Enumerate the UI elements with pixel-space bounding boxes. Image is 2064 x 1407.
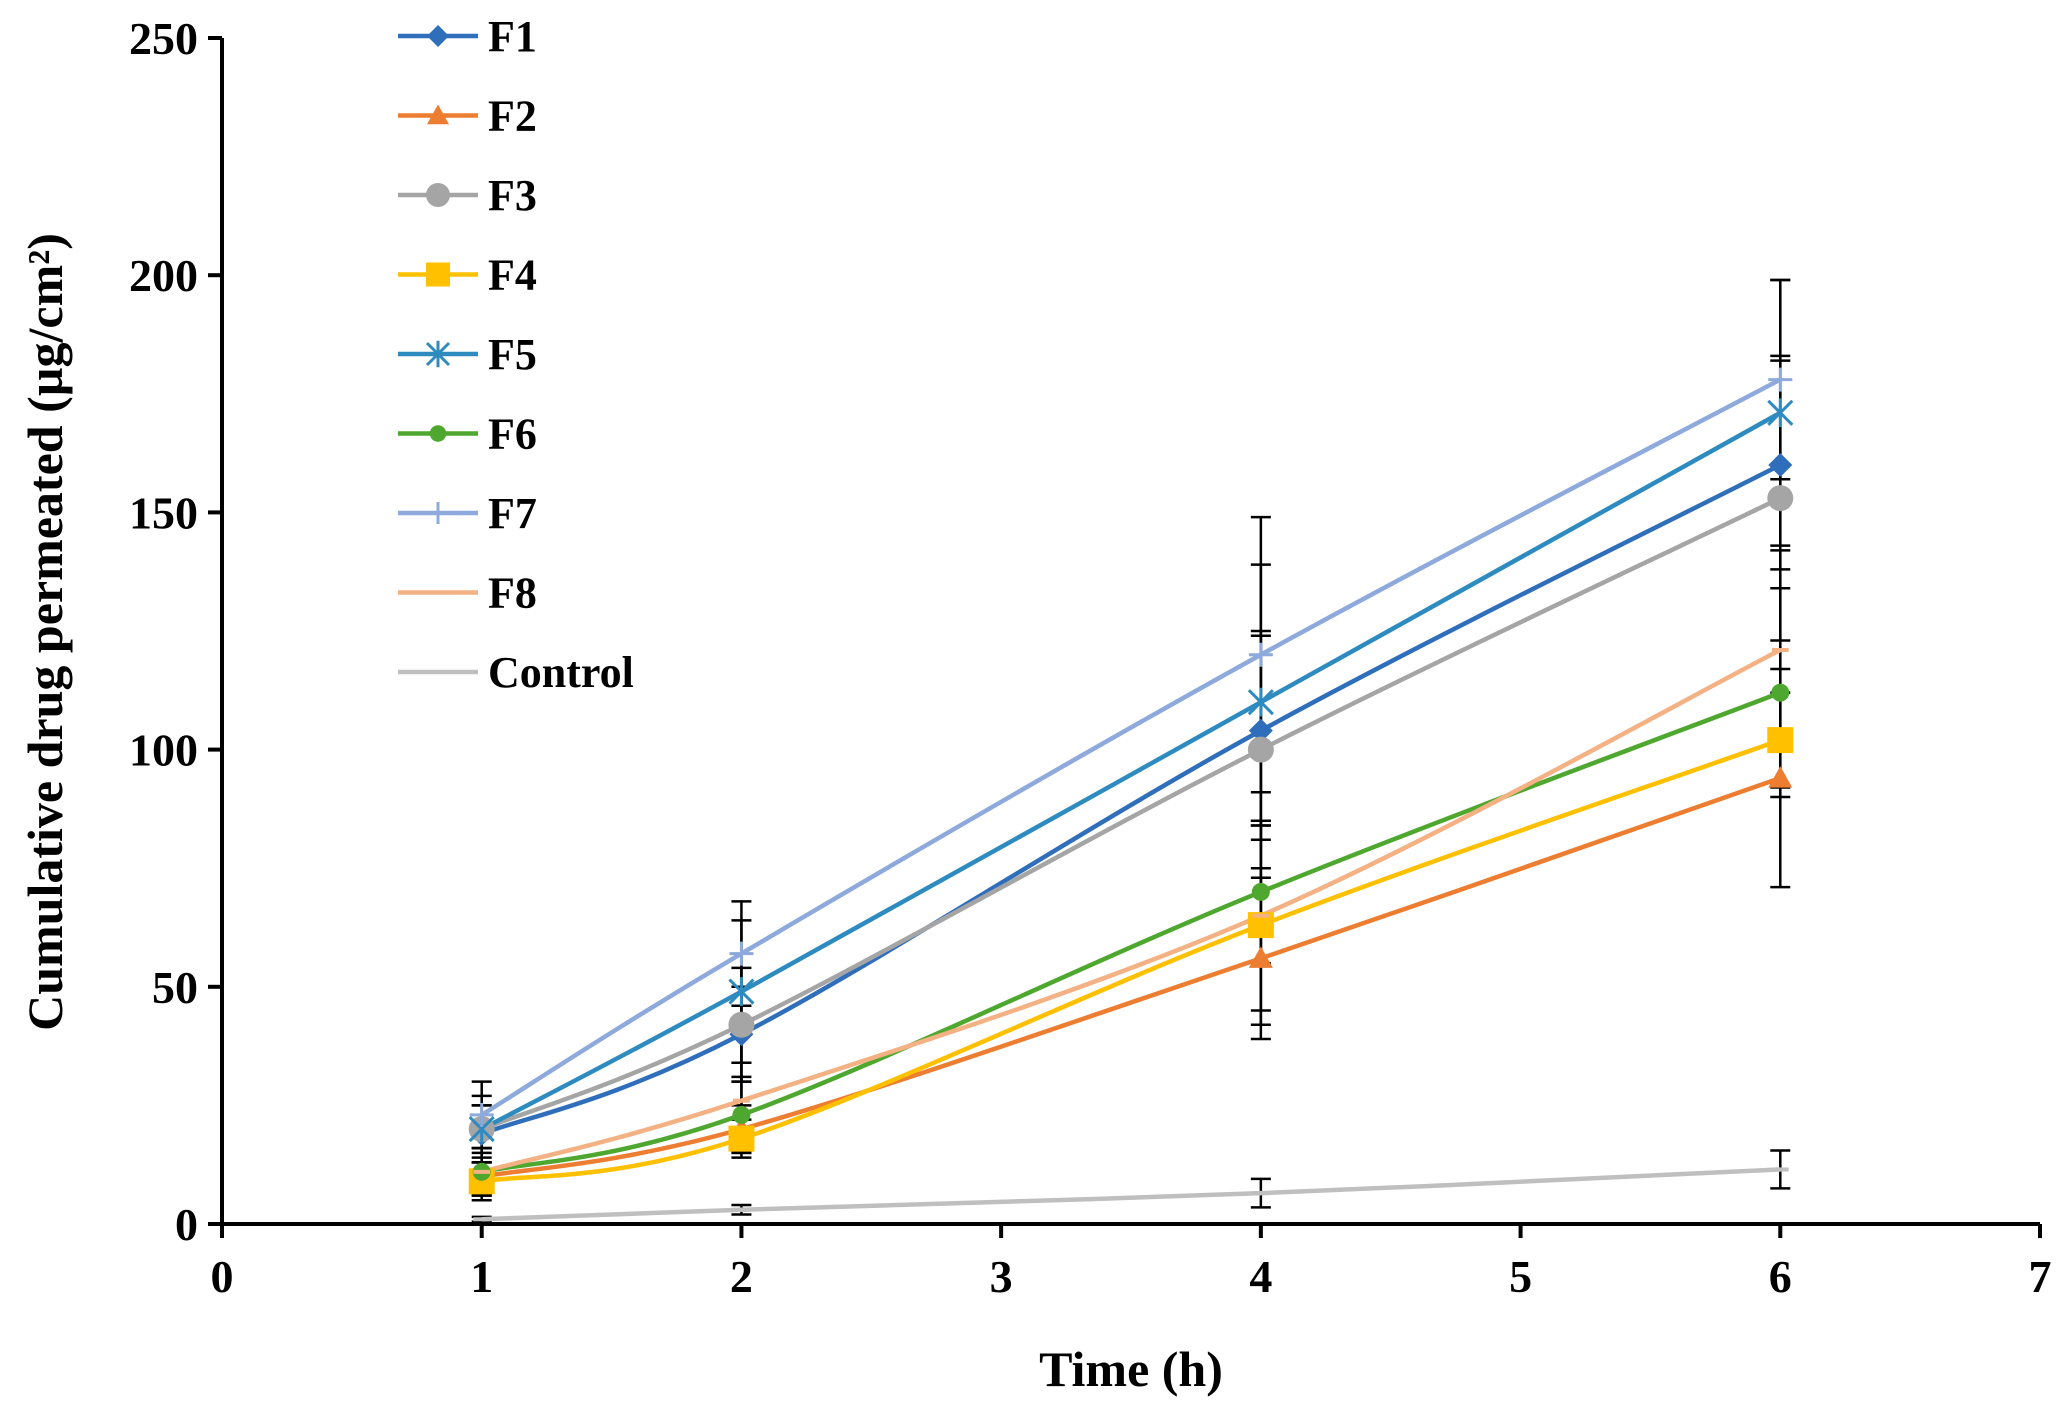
data-point-f3 [728, 1011, 755, 1038]
data-point-f5 [1767, 398, 1794, 428]
x-tick-label: 2 [730, 1251, 753, 1302]
data-point-f6 [732, 1105, 751, 1124]
data-point-f1 [1768, 452, 1793, 477]
data-point-f5 [728, 977, 755, 1006]
legend-marker-f4 [426, 262, 450, 287]
data-point-f5 [1247, 687, 1274, 717]
data-point-f3 [1247, 736, 1274, 763]
data-point-f6 [1771, 683, 1790, 702]
series-line-f6 [481, 690, 1782, 1175]
legend-label-f7: F7 [488, 489, 537, 538]
data-point-f7 [1248, 642, 1273, 667]
data-point-f4 [728, 1125, 755, 1152]
legend-marker-f5 [425, 340, 451, 368]
data-point-f4 [1767, 727, 1794, 754]
legend-marker-f6 [429, 425, 447, 442]
data-point-f2 [1768, 766, 1793, 788]
legend-label-f3: F3 [488, 171, 537, 220]
x-ticks: 0 1 2 3 4 5 6 7 [211, 1224, 2052, 1302]
data-point-f6 [1251, 882, 1270, 901]
y-tick-label: 100 [129, 725, 198, 776]
series-line-f2 [481, 775, 1782, 1179]
legend-label-f2: F2 [488, 92, 537, 141]
x-tick-label: 0 [211, 1251, 234, 1302]
y-tick-label: 150 [129, 487, 198, 538]
axes: 0 50 100 150 200 250 0 1 2 3 4 5 6 7 [129, 13, 2052, 1302]
y-axis-title: Cumulative drug permeated (µg/cm²) [17, 233, 73, 1031]
series-line-control [481, 1167, 1781, 1222]
series-line-f3 [480, 496, 1782, 1132]
legend-label-f5: F5 [488, 330, 537, 379]
data-point-f3 [1767, 485, 1794, 512]
data-point-f2 [1248, 946, 1273, 968]
y-tick-label: 50 [152, 962, 198, 1013]
x-axis-title: Time (h) [1039, 1341, 1223, 1397]
series-line-f5 [480, 410, 1782, 1132]
legend-label-f4: F4 [488, 251, 537, 300]
x-tick-label: 5 [1509, 1251, 1532, 1302]
series-markers [468, 367, 1794, 1222]
y-ticks: 0 50 100 150 200 250 [129, 13, 222, 1250]
legend-marker-f7 [427, 502, 449, 524]
legend-marker-f3 [426, 183, 450, 207]
data-point-f7 [1768, 367, 1793, 392]
legend-label-f6: F6 [488, 410, 537, 459]
y-tick-label: 0 [175, 1199, 198, 1250]
data-point-f7 [729, 941, 754, 966]
series-line-f8 [481, 647, 1782, 1174]
legend-marker-f2 [427, 104, 449, 125]
legend-marker-f1 [427, 25, 449, 47]
legend: F1 F2 F3 F4 F5 F6 F7 F8 Control [398, 12, 634, 697]
legend-label-control: Control [488, 648, 634, 697]
x-tick-label: 6 [1769, 1251, 1792, 1302]
legend-label-f1: F1 [488, 12, 537, 61]
x-tick-label: 4 [1249, 1251, 1272, 1302]
series-line-f7 [480, 377, 1782, 1117]
x-tick-label: 7 [2029, 1251, 2052, 1302]
data-point-f7 [469, 1102, 494, 1127]
series-line-f1 [480, 462, 1782, 1136]
series-line-f4 [481, 737, 1782, 1184]
data-point-f1 [1248, 718, 1273, 743]
y-tick-label: 250 [129, 13, 198, 64]
x-tick-label: 3 [990, 1251, 1013, 1302]
series-lines [480, 377, 1782, 1222]
y-tick-label: 200 [129, 250, 198, 301]
legend-label-f8: F8 [488, 569, 537, 618]
x-tick-label: 1 [470, 1251, 493, 1302]
